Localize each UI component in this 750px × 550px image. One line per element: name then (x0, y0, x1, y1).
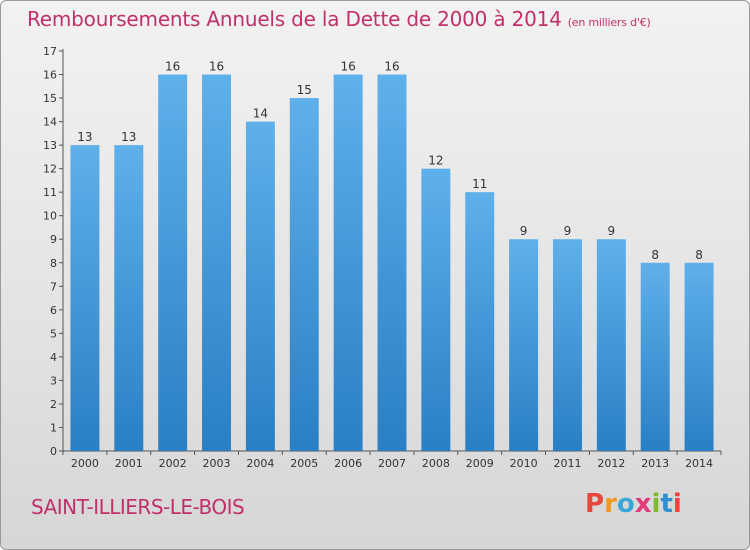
bar-2013 (640, 262, 670, 451)
data-label: 16 (340, 60, 355, 74)
commune-name: SAINT-ILLIERS-LE-BOIS (31, 495, 245, 519)
y-tick-label: 7 (50, 280, 57, 293)
x-tick-label: 2005 (290, 457, 318, 470)
x-tick-label: 2006 (334, 457, 362, 470)
y-tick-label: 0 (50, 445, 57, 458)
x-tick-label: 2010 (510, 457, 538, 470)
chart-subtitle: (en milliers d'€) (567, 16, 651, 29)
data-label: 16 (209, 60, 224, 74)
bar-2002 (158, 74, 188, 451)
x-tick-label: 2014 (685, 457, 713, 470)
bar-2005 (289, 98, 319, 451)
x-tick-label: 2012 (597, 457, 625, 470)
data-label: 16 (384, 60, 399, 74)
bar-2004 (245, 121, 275, 452)
bar-2006 (333, 74, 363, 451)
logo-letter: i (651, 489, 661, 519)
y-tick-label: 16 (43, 69, 57, 82)
y-tick-label: 11 (43, 186, 57, 199)
logo-letter: P (585, 489, 605, 519)
chart-title: Remboursements Annuels de la Dette de 20… (27, 7, 651, 31)
y-tick-label: 10 (43, 210, 57, 223)
data-label: 9 (564, 224, 572, 238)
bar-2014 (684, 262, 714, 451)
data-label: 9 (608, 224, 616, 238)
y-tick-label: 13 (43, 139, 57, 152)
y-tick-label: 1 (50, 421, 57, 434)
x-tick-label: 2001 (115, 457, 143, 470)
logo-letter: r (604, 489, 617, 519)
bar-2000 (70, 145, 100, 451)
y-tick-label: 4 (50, 351, 57, 364)
y-tick-label: 12 (43, 163, 57, 176)
x-tick-label: 2004 (246, 457, 274, 470)
bar-2012 (596, 239, 626, 451)
y-tick-label: 9 (50, 233, 57, 246)
bar-2011 (552, 239, 582, 451)
y-tick-label: 6 (50, 304, 57, 317)
x-tick-label: 2008 (422, 457, 450, 470)
x-tick-label: 2003 (203, 457, 231, 470)
bar-2008 (421, 168, 451, 451)
bar-2003 (202, 74, 232, 451)
y-tick-label: 5 (50, 327, 57, 340)
data-label: 13 (77, 130, 92, 144)
y-tick-label: 15 (43, 92, 57, 105)
data-label: 13 (121, 130, 136, 144)
y-tick-label: 17 (43, 45, 57, 58)
data-label: 9 (520, 224, 528, 238)
title-text: Remboursements Annuels de la Dette de 20… (27, 7, 562, 31)
logo-letter: o (616, 489, 635, 519)
bar-2001 (114, 145, 144, 451)
x-tick-label: 2007 (378, 457, 406, 470)
y-tick-label: 14 (43, 116, 57, 129)
data-label: 16 (165, 60, 180, 74)
data-label: 12 (428, 154, 443, 168)
y-tick-label: 8 (50, 257, 57, 270)
x-tick-label: 2011 (553, 457, 581, 470)
y-tick-label: 2 (50, 398, 57, 411)
data-label: 15 (297, 83, 312, 97)
data-label: 8 (651, 248, 659, 262)
x-tick-label: 2000 (71, 457, 99, 470)
data-label: 8 (695, 248, 703, 262)
bar-2007 (377, 74, 407, 451)
x-tick-label: 2002 (159, 457, 187, 470)
data-label: 11 (472, 177, 487, 191)
logo-letter: t (660, 489, 673, 519)
bar-2009 (465, 192, 495, 452)
logo-letter: x (634, 489, 652, 519)
data-label: 14 (253, 107, 268, 121)
proxiti-logo: Proxiti (585, 489, 682, 519)
logo-letter: i (672, 489, 682, 519)
bar-2010 (509, 239, 539, 451)
x-tick-label: 2009 (466, 457, 494, 470)
x-tick-label: 2013 (641, 457, 669, 470)
y-tick-label: 3 (50, 374, 57, 387)
